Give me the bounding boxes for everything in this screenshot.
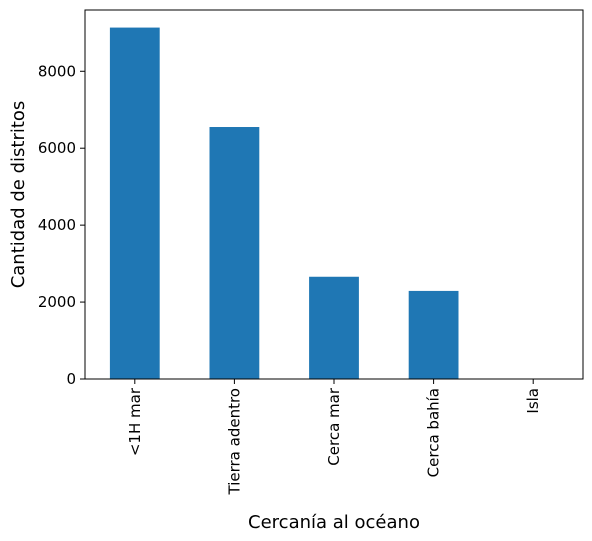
y-axis-ticks: 0 2000 4000 6000 8000 [38,62,85,388]
y-axis-title: Cantidad de distritos [8,101,29,289]
x-tick-label-2: Cerca mar [325,387,343,466]
bars-group [109,27,559,379]
x-tick-label-0: <1H mar [126,387,144,456]
y-tick-label-1: 2000 [38,293,76,311]
y-tick-label-3: 6000 [38,139,76,157]
bar-1 [209,127,260,379]
y-tick-label-4: 8000 [38,62,76,80]
y-tick-label-0: 0 [66,370,76,388]
y-tick-label-2: 4000 [38,216,76,234]
x-axis-title: Cercanía al océano [248,512,420,533]
x-tick-label-4: Isla [524,388,542,414]
bar-3 [408,290,459,379]
bar-0 [109,27,160,379]
x-axis-ticks: <1H mar Tierra adentro Cerca mar Cerca bahí… [126,379,542,495]
bar-2 [309,276,359,379]
x-tick-label-1: Tierra adentro [225,388,243,495]
x-tick-label-3: Cerca bahía [425,388,443,477]
